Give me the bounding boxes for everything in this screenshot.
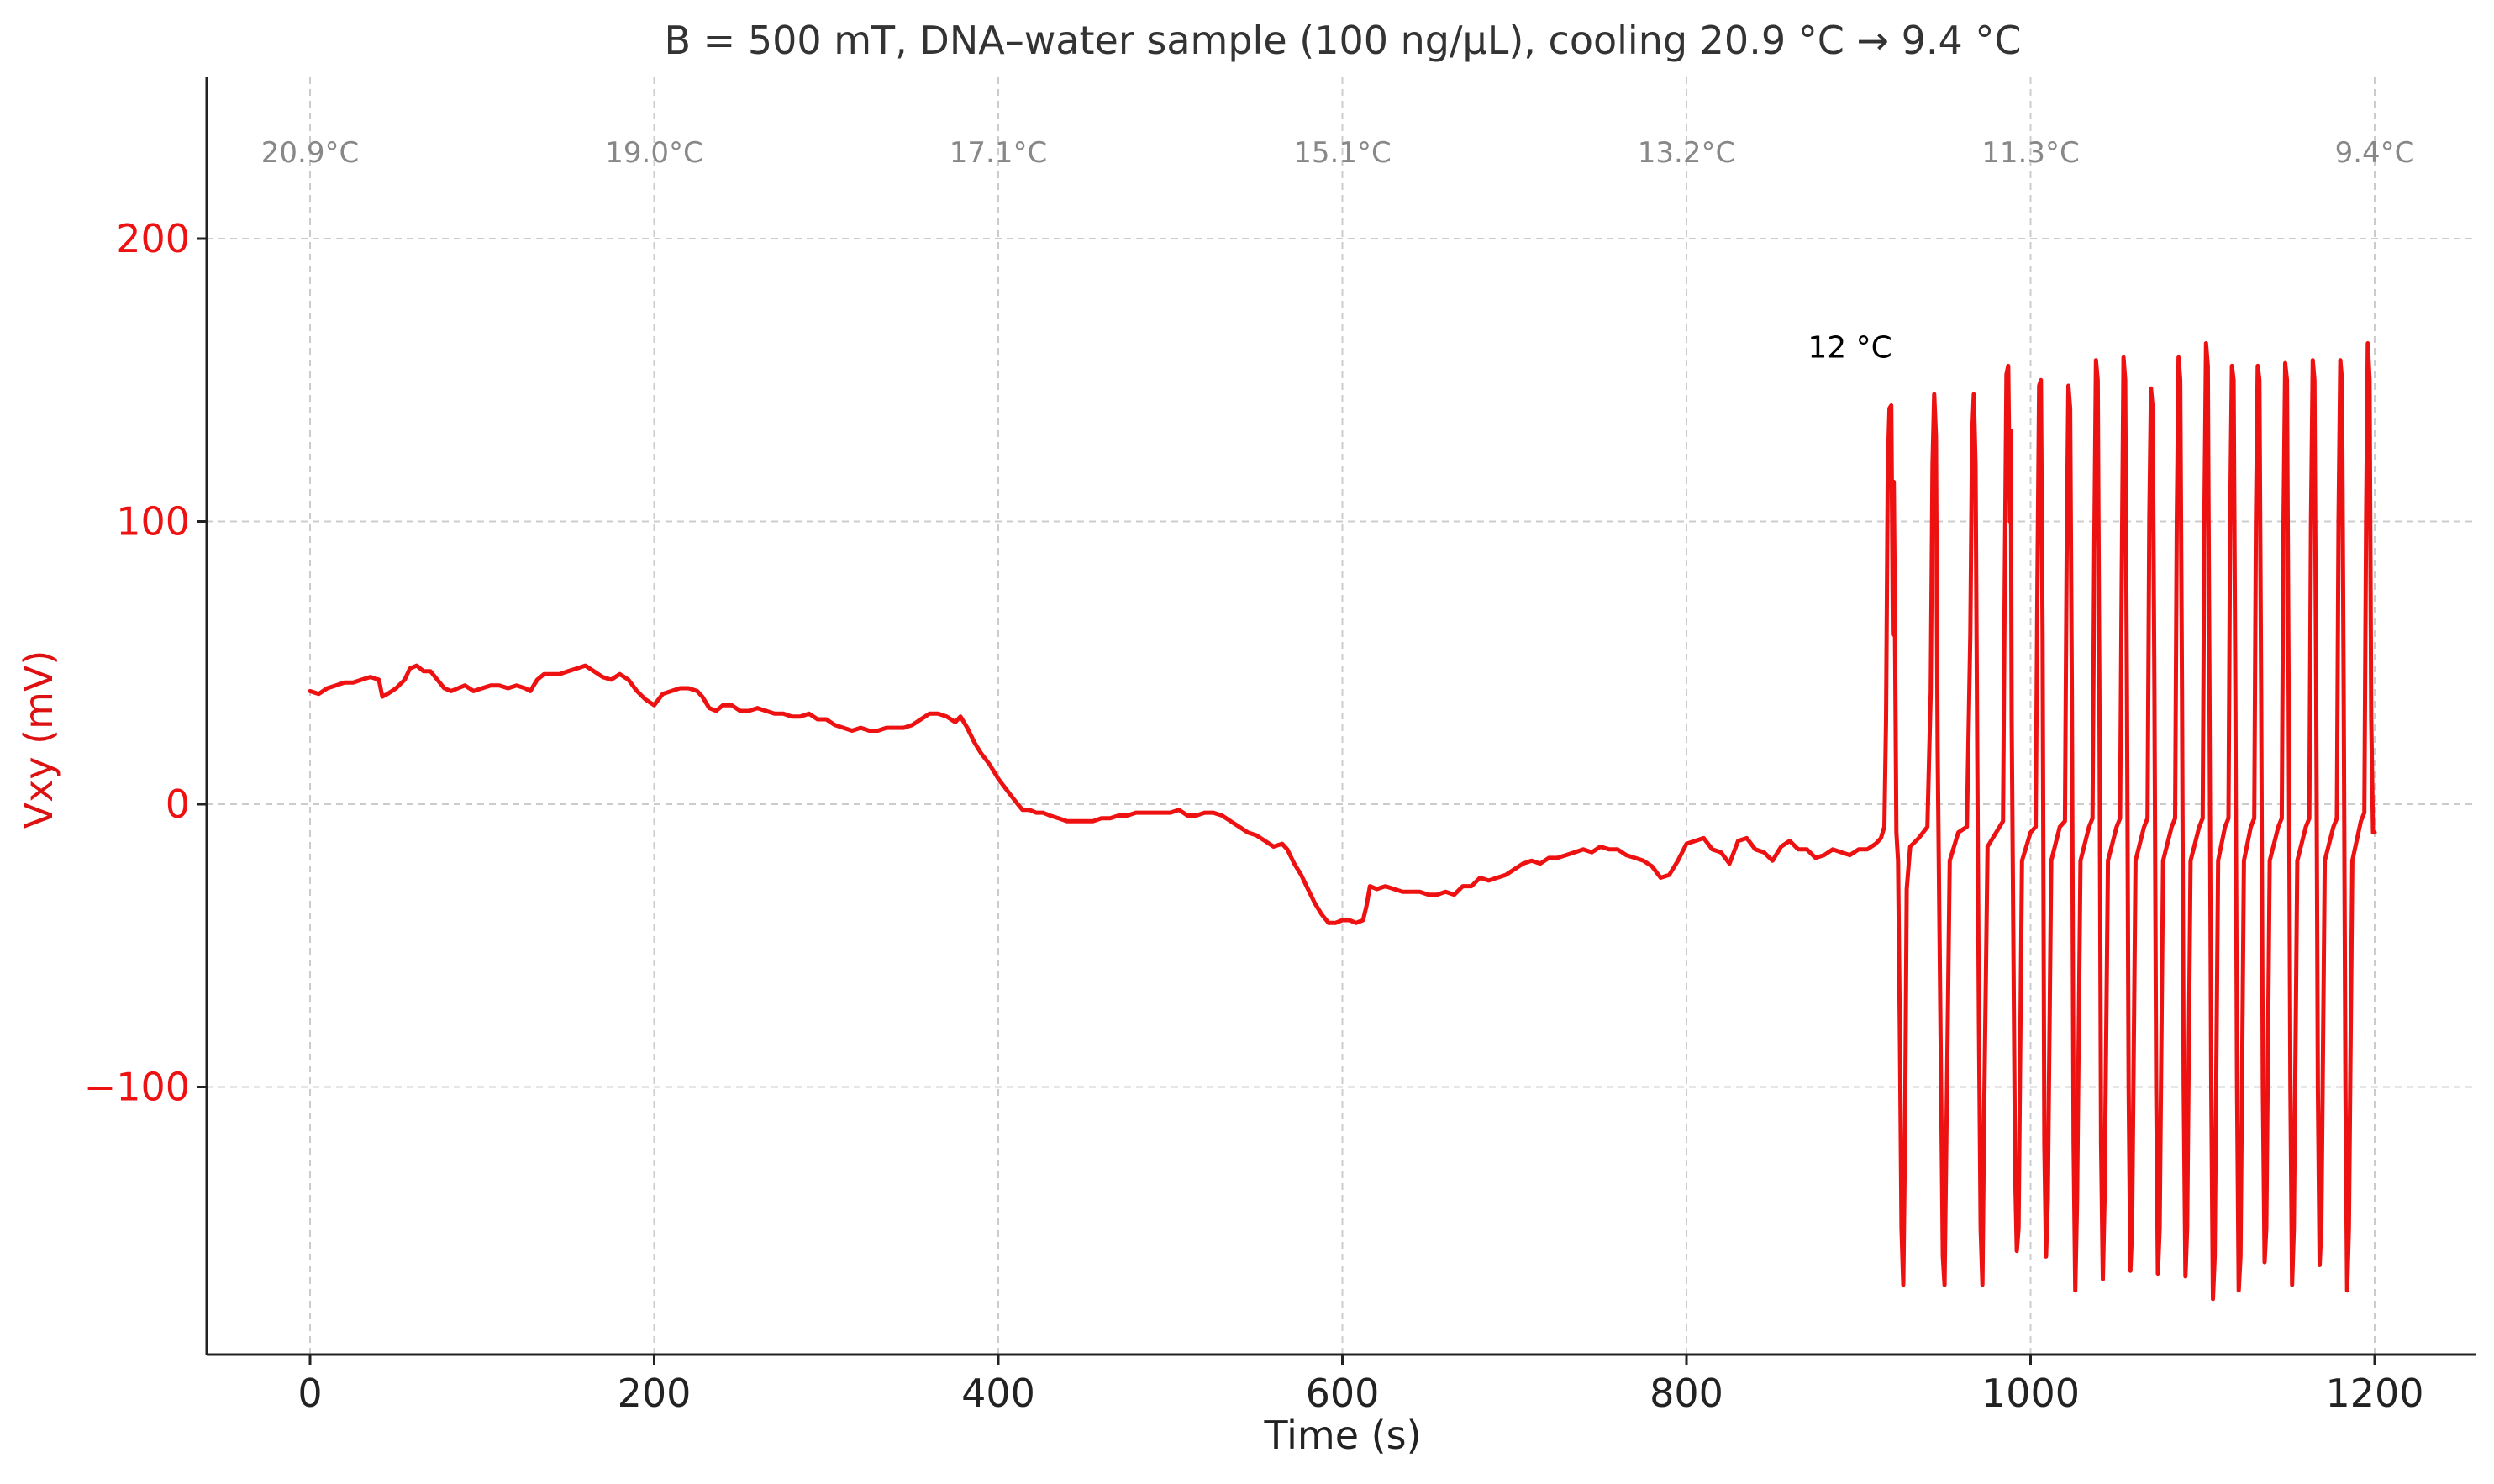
x-axis-label: Time (s) [1263,1413,1421,1458]
y-tick-label: 100 [116,499,190,545]
temperature-label: 11.3°C [1981,136,2079,170]
x-tick-label: 0 [297,1371,322,1416]
temperature-label: 20.9°C [261,136,359,170]
y-tick-label: 200 [116,216,190,261]
temperature-label: 19.0°C [605,136,702,170]
annotations-layer: 12 °C [1807,330,1892,365]
temperature-labels: 20.9°C 19.0°C 17.1°C 15.1°C 13.2°C 11.3°C 9.4°… [261,136,2415,170]
y-axis-label: Vxy (mV) [16,650,61,829]
x-tick-label: 1000 [1981,1371,2080,1416]
axes-layer: 0 200 400 600 800 1000 1200 −100 0 100 200 [84,77,2476,1416]
chart-title: B = 500 mT, DNA–water sample (100 ng/µL)… [664,18,2021,63]
series-layer [308,341,2377,1302]
temperature-label: 15.1°C [1293,136,1391,170]
y-tick-label: −100 [84,1065,190,1110]
series-line-vxy [308,341,2377,1302]
grid-layer [207,77,2476,1355]
temperature-label: 13.2°C [1638,136,1735,170]
x-tick-label: 600 [1306,1371,1380,1416]
x-tick-label: 1200 [2325,1371,2423,1416]
y-tick-label: 0 [166,781,190,827]
x-tick-label: 400 [961,1371,1035,1416]
temperature-label: 9.4°C [2335,136,2415,170]
annotation-label: 12 °C [1807,330,1892,365]
x-tick-label: 800 [1650,1371,1723,1416]
temperature-label: 17.1°C [950,136,1047,170]
x-tick-label: 200 [618,1371,692,1416]
